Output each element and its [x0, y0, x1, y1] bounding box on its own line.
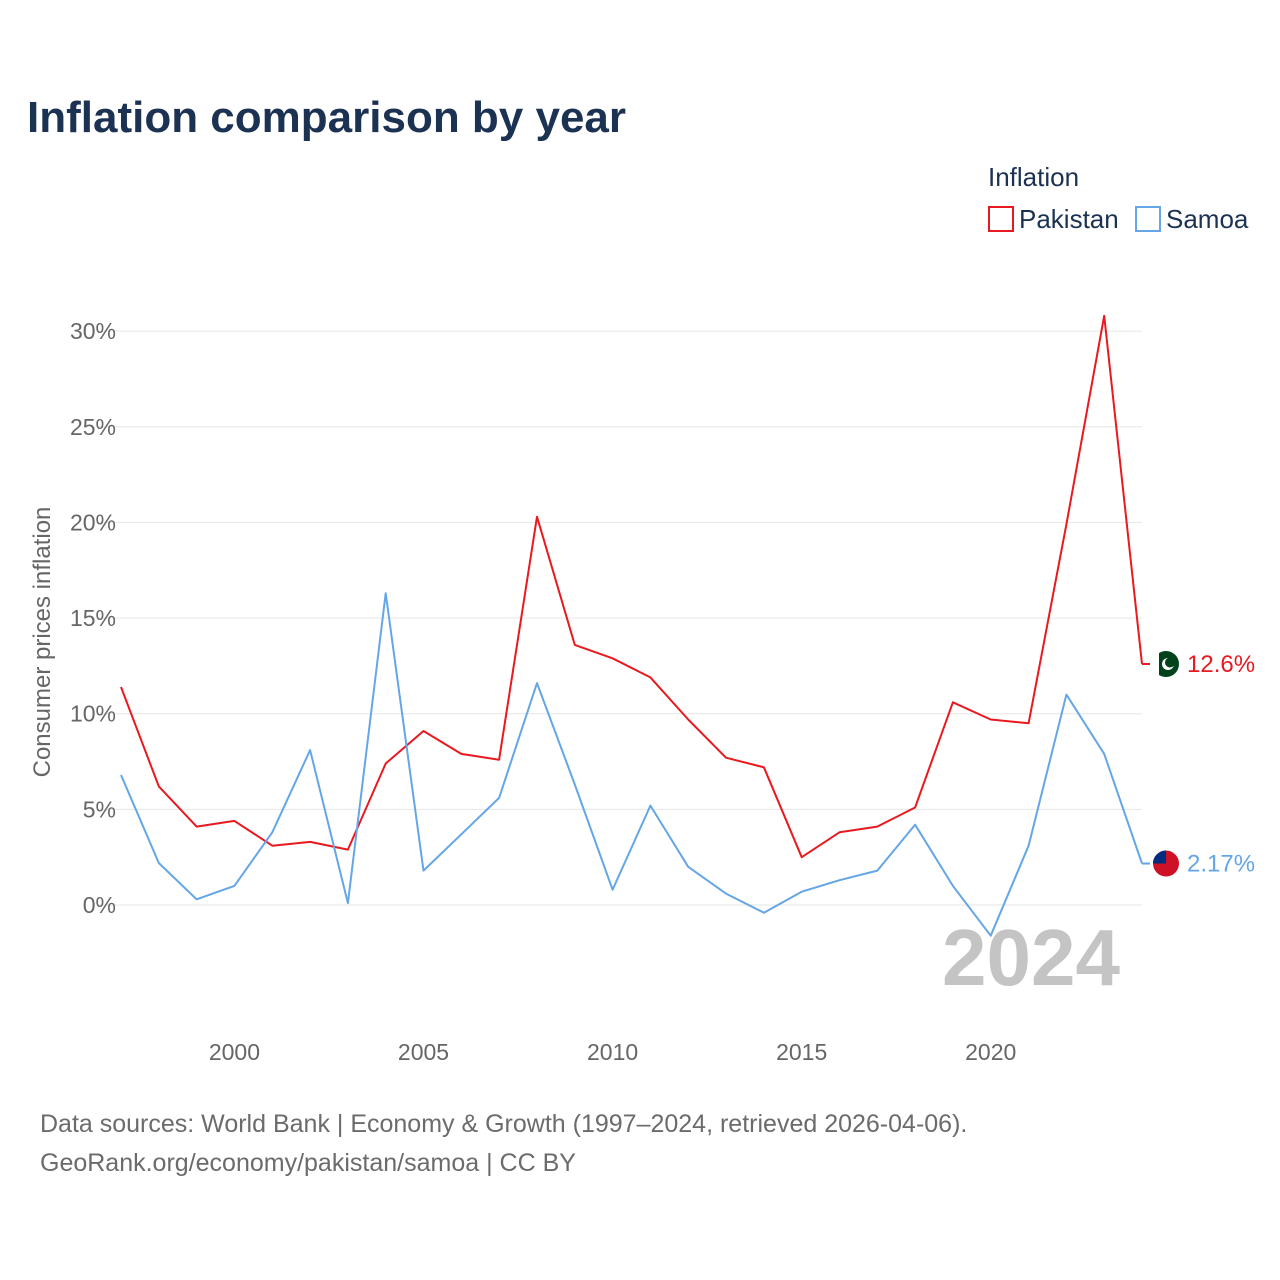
source-url: GeoRank.org/economy/pakistan/samoa | CC …	[40, 1149, 576, 1177]
legend: Inflation Pakistan Samoa	[988, 162, 1249, 234]
x-tick-label: 2020	[965, 1039, 1016, 1065]
y-tick-label: 25%	[70, 414, 116, 440]
y-axis-ticks: 0% 5% 10% 15% 20% 25% 30%	[70, 318, 116, 918]
legend-title: Inflation	[988, 162, 1079, 192]
legend-label-samoa: Samoa	[1166, 204, 1249, 234]
y-tick-label: 5%	[83, 796, 116, 822]
y-tick-label: 0%	[83, 892, 116, 918]
y-tick-label: 15%	[70, 605, 116, 631]
series-line-pakistan	[120, 314, 1143, 859]
x-tick-label: 2015	[776, 1039, 827, 1065]
legend-label-pakistan: Pakistan	[1019, 204, 1119, 234]
x-tick-label: 2000	[209, 1039, 260, 1065]
gridlines	[98, 330, 1142, 906]
samoa-flag-icon	[1153, 850, 1179, 877]
year-watermark: 2024	[942, 913, 1120, 1002]
pakistan-flag-icon	[1153, 651, 1179, 677]
source-line: Data sources: World Bank | Economy & Gro…	[40, 1110, 967, 1138]
end-value-label-samoa: 2.17%	[1187, 851, 1255, 878]
legend-swatch-pakistan	[988, 206, 1014, 232]
end-value-label-pakistan: 12.6%	[1187, 651, 1255, 678]
legend-item-pakistan[interactable]: Pakistan	[988, 204, 1119, 234]
chart-title: Inflation comparison by year	[27, 93, 626, 142]
series-lines	[120, 314, 1150, 937]
series-line-samoa	[120, 592, 1143, 937]
y-axis-title: Consumer prices inflation	[29, 507, 56, 778]
y-tick-label: 30%	[70, 318, 116, 344]
y-tick-label: 10%	[70, 701, 116, 727]
x-tick-label: 2010	[587, 1039, 638, 1065]
x-axis-ticks: 2000 2005 2010 2015 2020	[209, 1039, 1016, 1065]
legend-swatch-samoa	[1135, 206, 1161, 232]
legend-item-samoa[interactable]: Samoa	[1135, 204, 1249, 234]
y-tick-label: 20%	[70, 509, 116, 535]
x-tick-label: 2005	[398, 1039, 449, 1065]
